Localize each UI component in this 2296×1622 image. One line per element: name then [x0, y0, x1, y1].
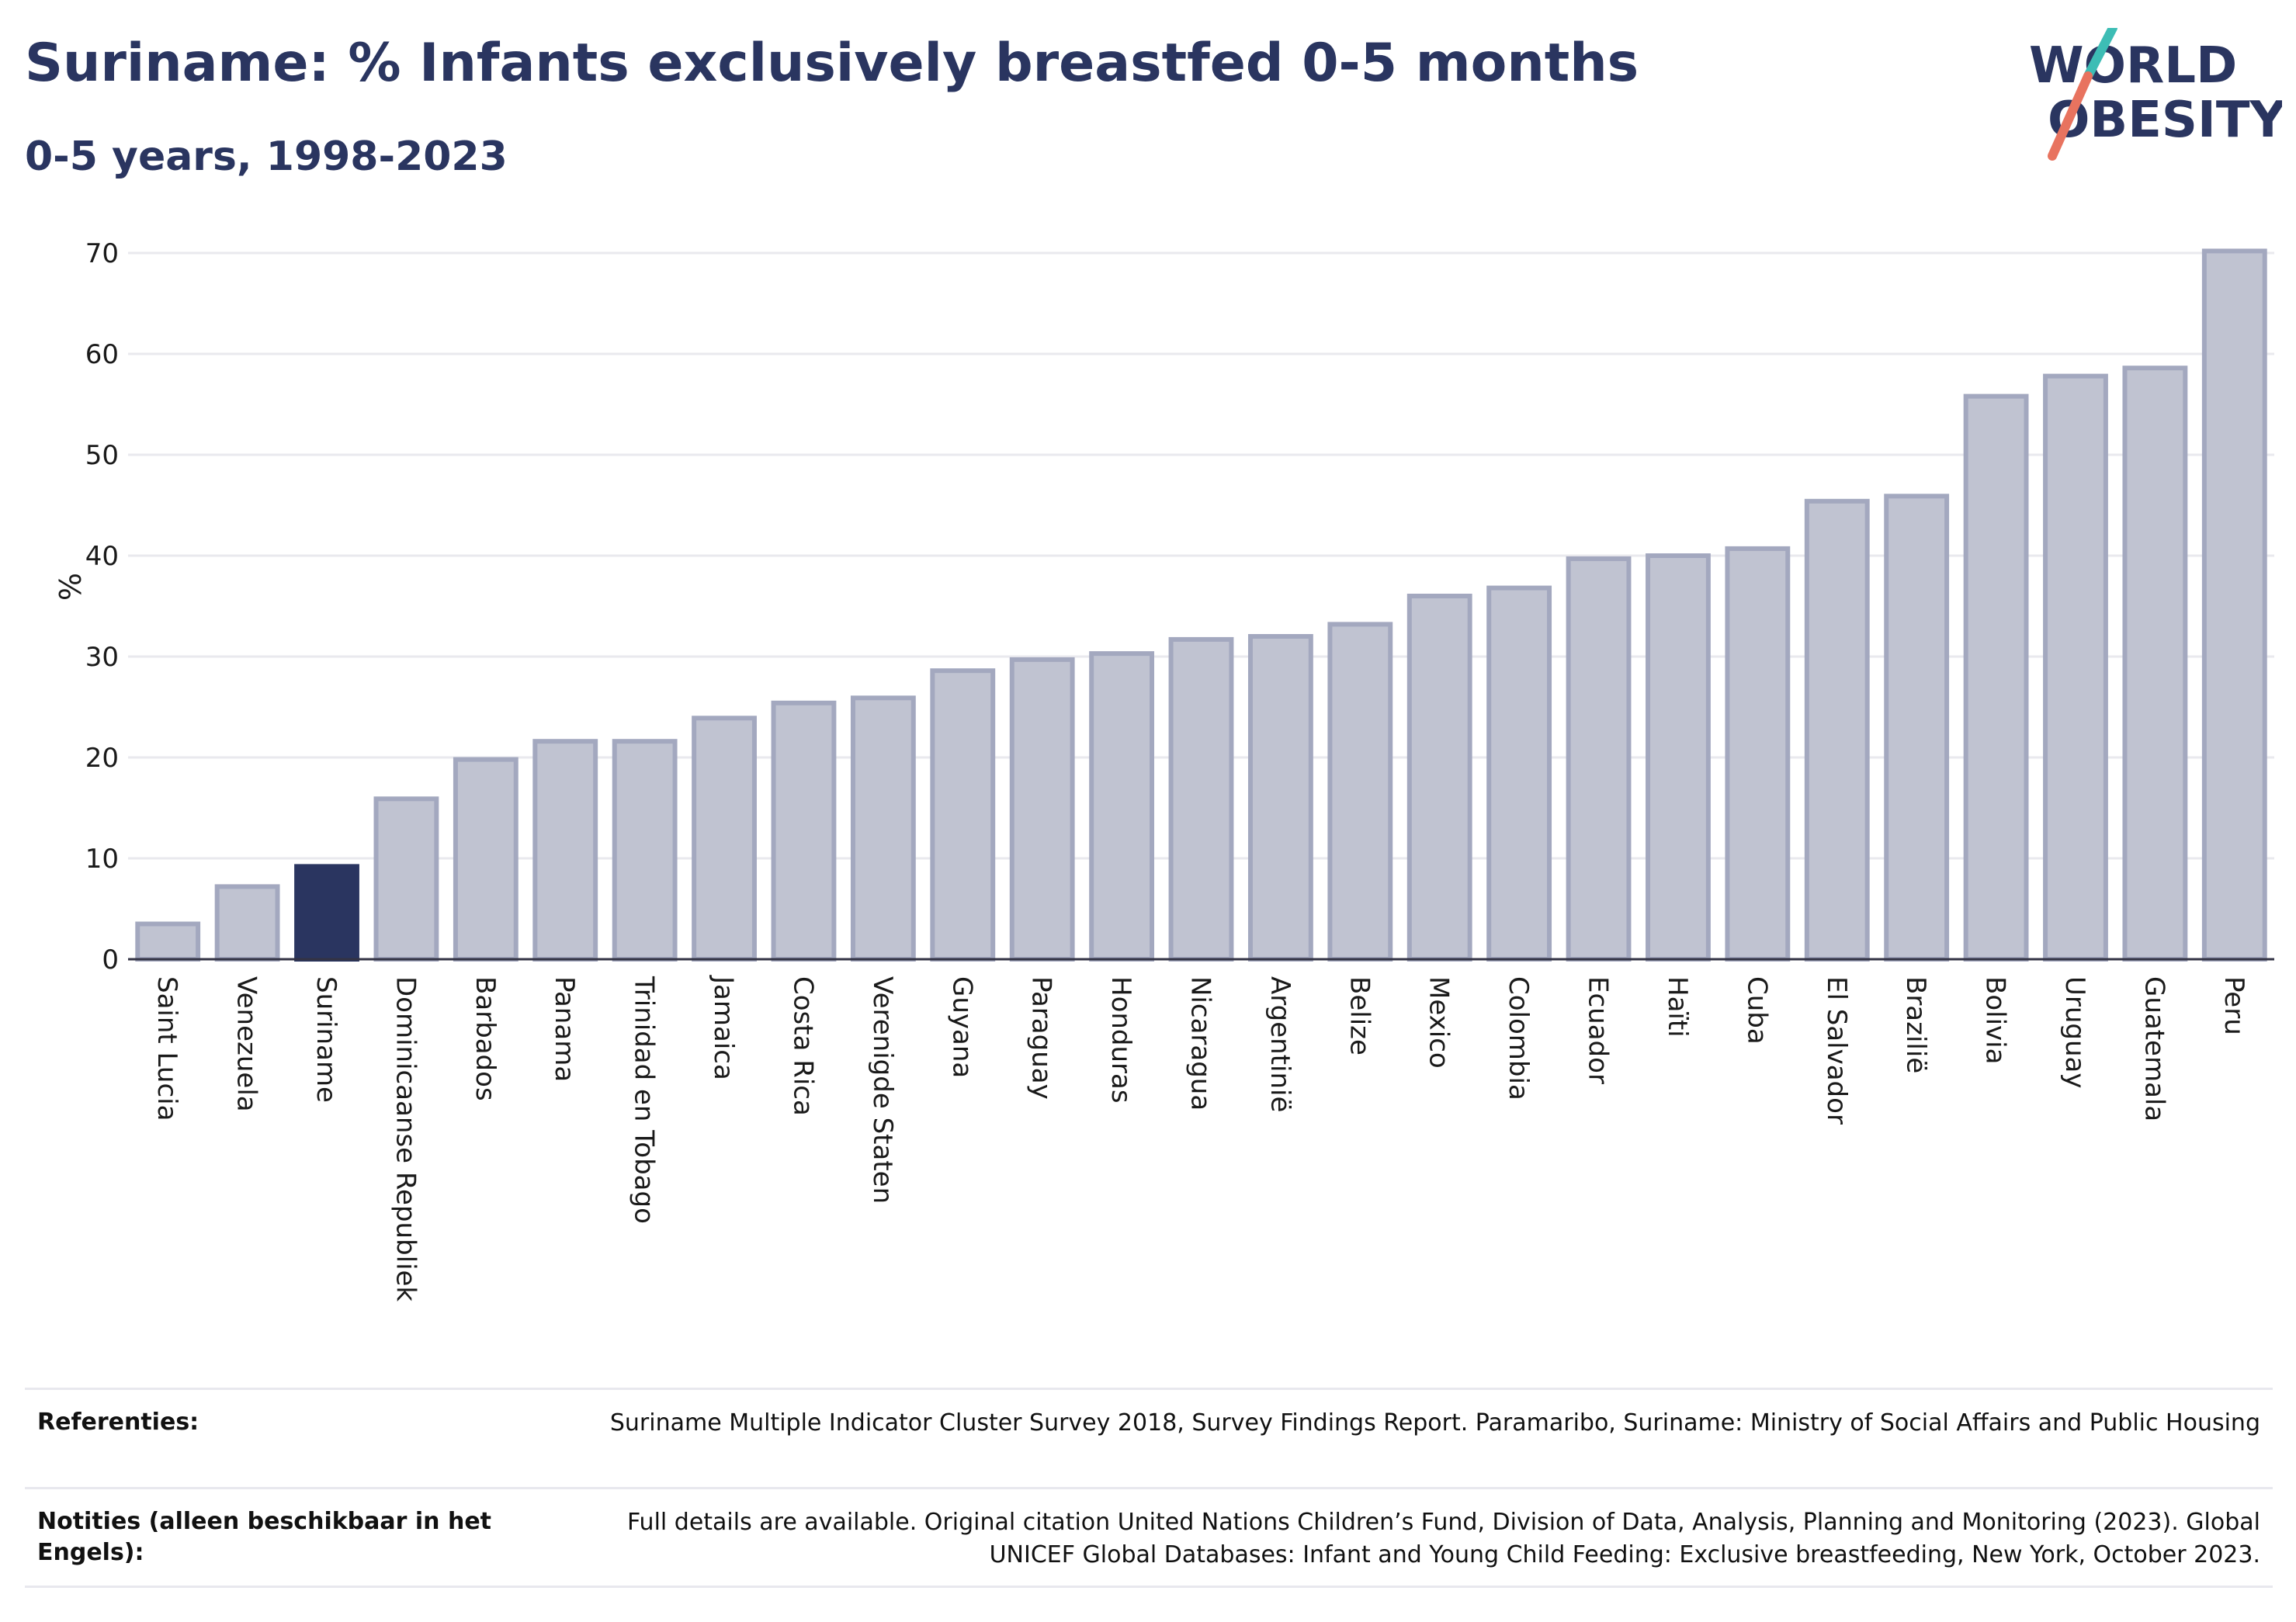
- bar-panama: [532, 739, 598, 962]
- bar-saint-lucia: [135, 921, 201, 962]
- x-tick-label: Colombia: [1503, 976, 1534, 1100]
- x-tick-label: Nicaragua: [1185, 976, 1216, 1111]
- references-label: Referenties:: [37, 1409, 199, 1436]
- x-tick-label: Bolivia: [1980, 976, 2011, 1064]
- x-tick-label: Honduras: [1105, 976, 1136, 1104]
- x-tick-label: Paraguay: [1026, 976, 1057, 1100]
- y-tick-label: 70: [85, 238, 119, 269]
- logo-line2: OBESITY: [2048, 92, 2282, 149]
- bar-paraguay: [1009, 657, 1075, 962]
- x-tick-label: Jamaica: [708, 975, 739, 1080]
- bar-belize: [1327, 622, 1393, 962]
- x-tick-label: Peru: [2218, 976, 2249, 1035]
- bar-bolivia: [1963, 393, 2029, 962]
- x-tick-label: Suriname: [310, 976, 342, 1103]
- bar-mexico: [1406, 594, 1472, 962]
- y-axis-ticks: 0 10 20 30 40 50 60 70: [85, 238, 119, 976]
- x-tick-label: Trinidad en Tobago: [629, 976, 660, 1224]
- bar-jamaica: [692, 716, 757, 962]
- bar-barbados: [453, 757, 519, 962]
- bar-uruguay: [2043, 373, 2108, 962]
- bar-dominicaanse-republiek: [373, 796, 439, 962]
- world-obesity-logo: WORLD OBESITY: [2018, 23, 2286, 168]
- x-tick-label: Uruguay: [2059, 976, 2090, 1089]
- world-obesity-slash-logo-icon: WORLD OBESITY: [2029, 23, 2286, 161]
- x-axis-labels: Saint Lucia Venezuela Suriname Dominicaanse…: [151, 975, 2249, 1301]
- x-tick-label: Cuba: [1741, 976, 1772, 1045]
- x-tick-label: Costa Rica: [787, 976, 818, 1116]
- notes-text: Full details are available. Original cit…: [626, 1509, 2260, 1568]
- y-tick-label: 0: [102, 944, 119, 976]
- x-tick-label: Verenigde Staten: [867, 976, 898, 1204]
- bar-ha-ti: [1646, 553, 1711, 962]
- x-tick-label: Haïti: [1662, 976, 1693, 1038]
- bar-nicaragua: [1168, 636, 1234, 962]
- bar-guatemala: [2122, 366, 2188, 962]
- notes-label: Notities (alleen beschikbaar in het Enge…: [37, 1508, 492, 1566]
- references-row: Referenties: Suriname Multiple Indicator…: [25, 1388, 2273, 1487]
- bar-honduras: [1089, 651, 1155, 962]
- x-tick-label: Brazilië: [1900, 976, 1931, 1073]
- chart-title: Suriname: % Infants exclusively breastfe…: [25, 33, 1639, 94]
- x-tick-label: Panama: [549, 976, 580, 1082]
- y-tick-label: 30: [85, 642, 119, 673]
- x-tick-label: Barbados: [470, 976, 501, 1101]
- bar-argentini-: [1247, 634, 1313, 962]
- bars: [135, 248, 2267, 962]
- x-tick-label: Venezuela: [231, 976, 262, 1112]
- bar-costa-rica: [771, 700, 837, 962]
- bar-trinidad-en-tobago: [612, 739, 678, 962]
- bar-verenigde-staten: [850, 695, 916, 962]
- x-tick-label: Guyana: [946, 976, 977, 1078]
- bar-ecuador: [1566, 556, 1632, 962]
- references-text: Suriname Multiple Indicator Cluster Surv…: [609, 1409, 2260, 1437]
- footer-table: Referenties: Suriname Multiple Indicator…: [25, 1388, 2273, 1588]
- bar-guyana: [930, 668, 996, 962]
- y-axis-label: %: [52, 573, 86, 601]
- y-tick-label: 40: [85, 541, 119, 572]
- x-tick-label: Argentinië: [1264, 976, 1295, 1112]
- chart-subtitle: 0-5 years, 1998-2023: [25, 133, 508, 180]
- y-tick-label: 60: [85, 339, 119, 370]
- x-tick-label: El Salvador: [1821, 976, 1852, 1125]
- x-tick-label: Mexico: [1424, 976, 1455, 1069]
- x-tick-label: Belize: [1344, 976, 1375, 1055]
- y-tick-label: 20: [85, 743, 119, 774]
- x-tick-label: Dominicaanse Republiek: [390, 976, 421, 1301]
- bar-brazili-: [1884, 494, 1950, 962]
- bar-el-salvador: [1804, 498, 1870, 962]
- logo-slash-top: [2083, 23, 2117, 81]
- logo-slash-bottom: [2048, 71, 2093, 161]
- logo-line1: WORLD: [2029, 37, 2237, 95]
- bar-colombia: [1486, 585, 1552, 962]
- bar-venezuela: [214, 884, 280, 962]
- y-tick-label: 50: [85, 440, 119, 471]
- bar-suriname: [294, 864, 359, 962]
- bar-chart: 0 10 20 30 40 50 60 70 Saint Lucia Venezuela Suri…: [52, 238, 2274, 1301]
- x-tick-label: Saint Lucia: [151, 976, 182, 1121]
- bar-cuba: [1725, 546, 1791, 962]
- notes-row: Notities (alleen beschikbaar in het Enge…: [25, 1487, 2273, 1588]
- x-tick-label: Ecuador: [1583, 976, 1614, 1084]
- x-tick-label: Guatemala: [2138, 976, 2169, 1121]
- y-tick-label: 10: [85, 844, 119, 875]
- bar-peru: [2201, 248, 2267, 962]
